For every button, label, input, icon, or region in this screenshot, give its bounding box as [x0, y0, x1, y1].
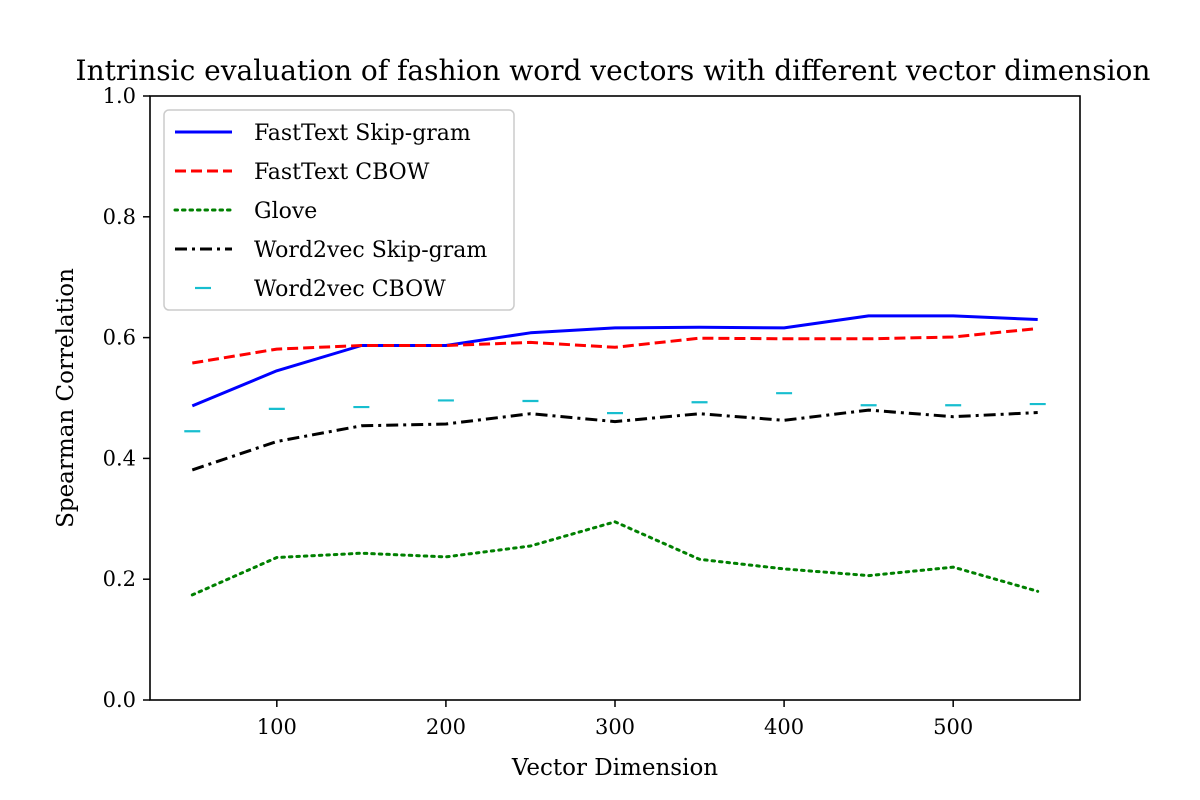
x-tick-label: 200: [426, 715, 466, 739]
y-axis-label: Spearman Correlation: [53, 268, 79, 528]
series-1: [192, 327, 1038, 365]
y-tick-label: 0.0: [103, 688, 136, 712]
y-tick-label: 1.0: [103, 84, 136, 108]
series-0: [191, 314, 1038, 408]
series-2: [190, 520, 1040, 597]
y-tick-label: 0.4: [103, 446, 136, 470]
legend-label: Glove: [254, 199, 317, 224]
chart-title: Intrinsic evaluation of fashion word vec…: [76, 54, 1151, 87]
x-axis-ticks: 100 200 300 400 500: [257, 700, 973, 739]
series-line: [192, 327, 1038, 365]
x-tick-label: 300: [595, 715, 635, 739]
legend-label: Word2vec CBOW: [254, 277, 446, 302]
legend-box: [163, 109, 515, 311]
legend-entry: FastText Skip-gram: [175, 121, 471, 146]
y-tick-label: 0.6: [103, 326, 136, 350]
series-line: [191, 314, 1038, 408]
legend-entry: Word2vec Skip-gram: [175, 238, 487, 263]
x-tick-label: 100: [257, 715, 297, 739]
x-tick-label: 400: [764, 715, 804, 739]
legend-entry: Glove: [173, 199, 317, 224]
series-line: [190, 520, 1040, 597]
series-line: [191, 408, 1038, 472]
x-tick-label: 500: [933, 715, 973, 739]
legend: FastText Skip-gram FastText CBOW Glove Word…: [163, 109, 515, 311]
legend-label: FastText Skip-gram: [254, 121, 471, 146]
legend-entry: Word2vec CBOW: [195, 277, 446, 302]
series-layer: [184, 314, 1046, 597]
y-tick-label: 0.2: [103, 567, 136, 591]
legend-entry: FastText CBOW: [175, 160, 430, 185]
legend-label: Word2vec Skip-gram: [254, 238, 487, 263]
series-4: [184, 392, 1046, 433]
y-axis-ticks: 0.0 0.2 0.4 0.6 0.8 1.0: [103, 84, 150, 712]
legend-label: FastText CBOW: [254, 160, 430, 185]
y-tick-label: 0.8: [103, 205, 136, 229]
x-axis-label: Vector Dimension: [511, 755, 718, 781]
series-3: [191, 408, 1038, 472]
